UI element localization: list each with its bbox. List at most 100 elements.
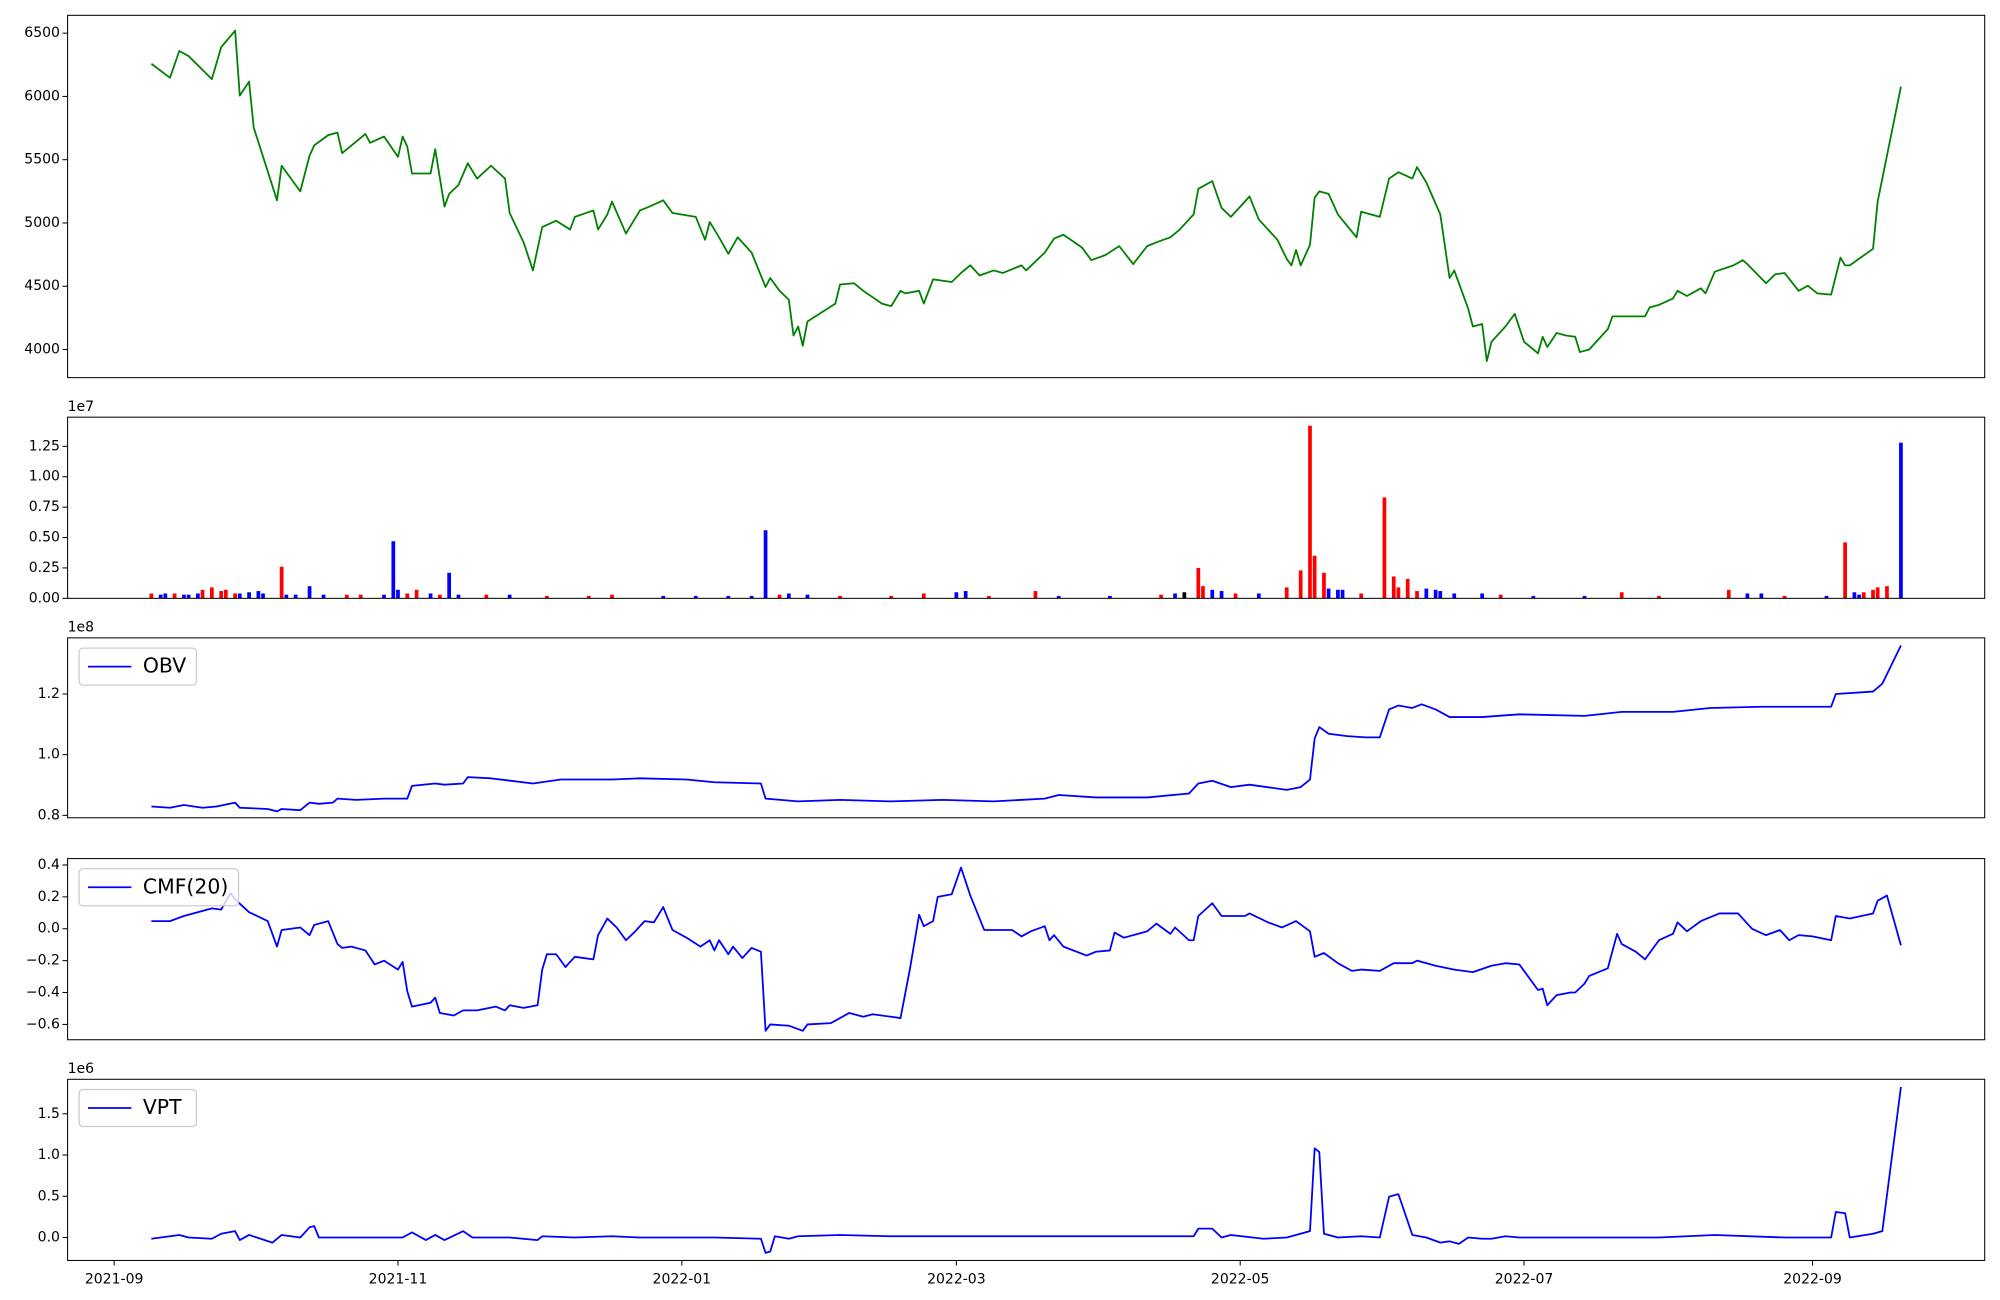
volume-bar — [428, 593, 433, 599]
volume-bar — [1531, 595, 1536, 599]
y-tick-label: −0.4 — [26, 985, 60, 1001]
volume-bar — [1233, 593, 1238, 599]
volume-bar — [1875, 587, 1880, 599]
volume-bar — [247, 592, 251, 599]
volume-bar — [545, 595, 549, 599]
volume-bar — [1382, 497, 1387, 599]
volume-bar — [1298, 570, 1303, 599]
volume-bar — [786, 593, 791, 599]
volume-bar — [726, 595, 731, 599]
plot-frame — [67, 858, 1986, 1041]
plot-frame — [67, 1078, 1986, 1261]
volume-bar — [1824, 595, 1829, 599]
volume-bar — [1108, 595, 1112, 599]
volume-bar — [1424, 588, 1429, 599]
volume-bar — [158, 594, 163, 599]
y-tick-label: 0.25 — [29, 560, 60, 576]
volume-bar — [284, 594, 289, 599]
volume-bar — [1396, 587, 1401, 599]
axis-offset: 1e6 — [68, 1061, 95, 1077]
x-tick-label: 2022-09 — [1783, 1272, 1842, 1288]
panel: −0.6 −0.4 −0.2 0.0 0.2 0.4 CMF(20) — [26, 857, 1986, 1041]
volume-bar — [256, 591, 261, 599]
volume-bar — [1657, 595, 1661, 599]
volume-bar — [172, 593, 177, 599]
plot-frame — [67, 416, 1986, 599]
volume-bar — [293, 594, 298, 599]
volume-bar — [1159, 594, 1163, 599]
data-line — [151, 866, 1902, 1032]
volume-bar — [777, 594, 782, 599]
volume-bar — [1256, 593, 1261, 599]
volume-bar — [279, 566, 284, 599]
panel: 0.00 0.25 0.50 0.75 1.00 1.25 1e7 — [29, 399, 1986, 606]
volume-bar — [149, 593, 154, 599]
y-tick-label: 1.2 — [38, 686, 60, 702]
volume-bar — [1619, 592, 1624, 599]
volume-bar — [661, 595, 666, 599]
volume-bar — [1322, 572, 1326, 599]
volume-bar — [414, 589, 419, 599]
axis-offset: 1e7 — [68, 399, 94, 415]
volume-bar — [405, 593, 410, 599]
volume-bar — [358, 594, 363, 599]
y-tick-label: 0.0 — [38, 921, 60, 937]
volume-bar — [1201, 586, 1205, 599]
volume-bar — [1582, 595, 1587, 599]
volume-bar — [1433, 589, 1438, 599]
y-tick-label: −0.6 — [26, 1016, 60, 1032]
volume-bar — [1284, 587, 1289, 599]
volume-bar — [437, 594, 442, 599]
volume-bar — [921, 593, 926, 599]
volume-bar — [382, 594, 386, 599]
volume-bar — [1843, 542, 1847, 599]
volume-bar — [1312, 555, 1317, 599]
legend-box — [78, 647, 198, 686]
y-tick-label: 0.00 — [29, 590, 60, 606]
volume-bar — [1498, 594, 1503, 599]
legend-box — [78, 1088, 198, 1128]
x-tick-label: 2022-03 — [927, 1272, 986, 1288]
y-tick-label: 6000 — [24, 88, 60, 104]
y-tick-label: 0.50 — [29, 530, 60, 546]
y-tick-label: 0.75 — [29, 499, 60, 515]
volume-bar — [1759, 593, 1764, 599]
volume-bar — [307, 586, 312, 599]
volume-bar — [456, 594, 461, 599]
volume-bar — [1726, 589, 1731, 599]
volume-bar — [507, 594, 512, 599]
y-tick-label: 0.8 — [38, 807, 60, 823]
legend-label: OBV — [143, 654, 186, 678]
volume-bar — [233, 593, 237, 599]
x-tick-label: 2022-01 — [653, 1272, 712, 1288]
y-tick-label: 4000 — [24, 342, 60, 358]
volume-bar — [586, 595, 591, 599]
panel: 4000 4500 5000 5500 6000 6500 — [24, 14, 1986, 379]
volume-bar — [344, 594, 349, 599]
y-tick-label: 0.0 — [38, 1230, 60, 1246]
volume-bar — [1391, 576, 1396, 599]
volume-bar — [1033, 591, 1038, 599]
volume-bar — [219, 591, 224, 599]
volume-bar — [1182, 592, 1187, 599]
legend-label: VPT — [143, 1095, 182, 1119]
y-tick-label: 1.25 — [29, 438, 60, 454]
plot-frame — [67, 14, 1986, 379]
y-tick-label: 1.00 — [29, 469, 60, 485]
volume-bar — [209, 587, 214, 599]
x-tick-label: 2021-11 — [369, 1272, 428, 1288]
volume-bar — [261, 593, 265, 599]
volume-bar — [1852, 592, 1857, 599]
volume-bar — [182, 594, 186, 599]
y-tick-label: 5500 — [24, 152, 60, 168]
y-tick-label: 4500 — [24, 278, 60, 294]
panel: 0.8 1.0 1.2 1e8 OBV — [38, 620, 1986, 823]
volume-bar — [1480, 593, 1485, 599]
axis-offset: 1e8 — [68, 620, 94, 636]
volume-bar — [805, 594, 810, 599]
volume-bar — [987, 595, 991, 599]
volume-bar — [200, 589, 205, 599]
y-tick-label: 5000 — [24, 215, 60, 231]
panel: 0.0 0.5 1.0 1.5 1e6 2021-09 2021-11 2022-01 2022… — [38, 1061, 1986, 1288]
